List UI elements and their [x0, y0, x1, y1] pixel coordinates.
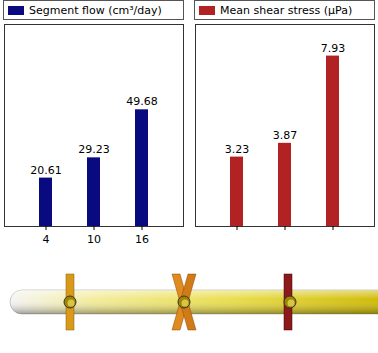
svg-text:7.93: 7.93 — [321, 42, 346, 55]
html-text:Segment flow (cm³/day): Segment flow (cm³/day) — [29, 3, 162, 17]
svg-text:29.23: 29.23 — [78, 143, 110, 156]
html-text:Mean shear stress (μPa): Mean shear stress (μPa) — [220, 3, 353, 17]
svg-text:16: 16 — [135, 233, 149, 246]
svg-text:20.61: 20.61 — [30, 164, 62, 177]
svg-text:4: 4 — [43, 233, 50, 246]
svg-text:49.68: 49.68 — [126, 95, 158, 108]
svg-text:10: 10 — [87, 233, 101, 246]
svg-text:3.23: 3.23 — [225, 143, 250, 156]
svg-text:3.87: 3.87 — [273, 129, 298, 142]
